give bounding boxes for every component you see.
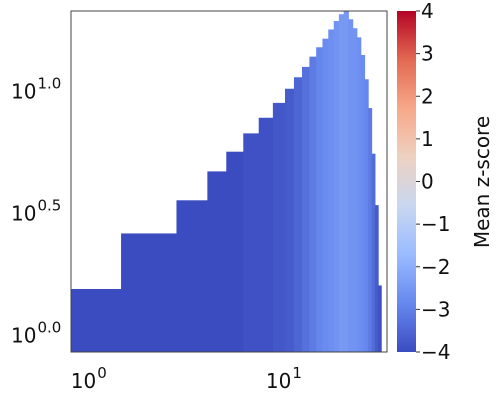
heatmap-column (272, 102, 286, 352)
heatmap-column (348, 19, 354, 352)
heatmap-column (293, 77, 303, 352)
heatmap-column (368, 108, 373, 352)
heatmap-column (371, 153, 376, 352)
heatmap-column (121, 233, 178, 352)
x-tick-label: 100 (71, 364, 107, 393)
colorbar-tick-label: −1 (421, 212, 450, 236)
heatmap-column (322, 38, 329, 352)
colorbar-tick-label: −3 (421, 297, 450, 321)
colorbar-label: Mean z-score (470, 116, 494, 248)
y-axis-ticks: 100.0 100.5 101.0 (11, 74, 61, 347)
heatmap-column (176, 200, 208, 352)
heatmap-column (328, 29, 335, 352)
heatmap-column (284, 88, 295, 352)
y-tick-label: 100.0 (11, 318, 61, 347)
colorbar-tick-label: 3 (421, 42, 434, 66)
colorbar-tick-label: 1 (421, 127, 434, 151)
x-axis-ticks: 100 101 (71, 364, 302, 393)
heatmap-column (316, 47, 324, 352)
heatmap-column (364, 79, 369, 352)
heatmap-column (226, 151, 244, 352)
y-tick-label: 100.5 (11, 196, 61, 225)
colorbar-tick-label: 4 (421, 0, 434, 23)
colorbar (397, 11, 416, 352)
heatmap-column (301, 66, 310, 352)
heatmap-column (378, 285, 382, 352)
y-tick-label: 101.0 (11, 74, 61, 103)
heatmap-column (243, 133, 260, 352)
heatmap-column (338, 14, 345, 352)
heatmap-column (207, 171, 227, 352)
heatmap-column (360, 55, 366, 352)
heatmap-column (356, 37, 362, 352)
colorbar-ticks: 4 3 2 1 0 −1 −2 −3 −4 (416, 0, 450, 364)
plot-frame (70, 10, 388, 353)
heatmap-column (71, 289, 122, 352)
heatmap-column (309, 56, 317, 352)
heatmap-column (343, 11, 349, 352)
heatmap-column (333, 20, 340, 352)
colorbar-tick-label: −2 (421, 255, 450, 279)
x-tick-label: 101 (266, 364, 302, 393)
heatmap-column (258, 117, 274, 352)
heatmap-cells (71, 11, 382, 352)
heatmap-column (352, 28, 358, 352)
colorbar-tick-label: 2 (421, 84, 434, 108)
heatmap-column (374, 205, 379, 352)
colorbar-tick-label: 0 (421, 170, 434, 194)
colorbar-tick-label: −4 (421, 340, 450, 364)
